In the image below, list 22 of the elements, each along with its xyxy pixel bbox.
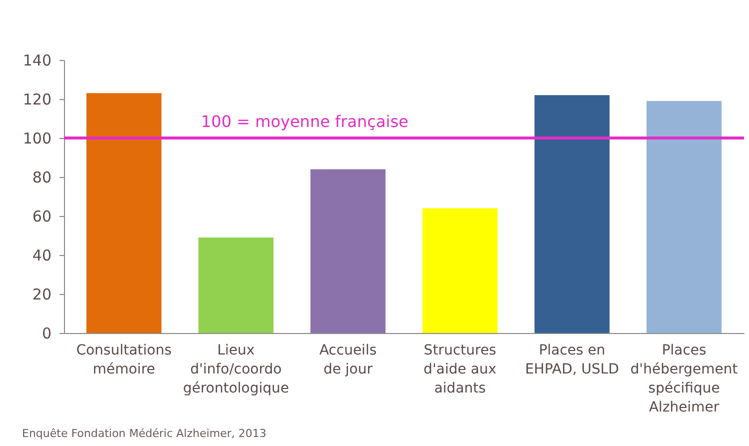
bar — [422, 208, 498, 333]
x-tick-label: Places en EHPAD, USLD — [525, 342, 619, 378]
y-tick-label: 20 — [32, 286, 52, 304]
x-tick-label: Consultations mémoire — [76, 342, 172, 378]
bar — [86, 93, 162, 333]
bar — [310, 169, 386, 333]
y-tick-label: 100 — [22, 130, 52, 148]
x-tick-label: Accueils de jour — [319, 342, 377, 378]
y-tick-label: 120 — [22, 90, 52, 108]
x-tick-label: Places d'hébergement spécifique Alzheimer — [630, 342, 738, 416]
y-tick-label: 0 — [42, 324, 52, 342]
y-tick-label: 40 — [32, 246, 52, 264]
y-tick-label: 140 — [22, 52, 52, 70]
x-tick-label: Lieux d'info/coordo gérontologique — [182, 342, 289, 396]
text: Enquête Fondation Médéric Alzheimer, 2013 — [22, 427, 266, 440]
y-tick-label: 80 — [32, 168, 52, 186]
ref-line-label: 100 = moyenne française — [201, 112, 408, 131]
bar — [646, 100, 722, 333]
bar — [198, 237, 274, 333]
x-tick-label: Structures d'aide aux aidants — [424, 342, 496, 396]
y-tick-label: 60 — [32, 208, 52, 226]
bar — [534, 95, 610, 333]
